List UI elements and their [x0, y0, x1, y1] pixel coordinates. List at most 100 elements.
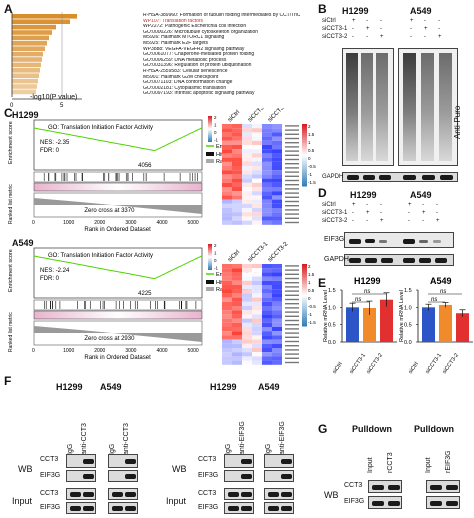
- heatmap-cell: [222, 314, 232, 319]
- heatmap-cell: [272, 124, 282, 129]
- scale-tick: 1: [214, 251, 217, 256]
- gene-label: [285, 286, 299, 288]
- e-chart-title: A549: [430, 276, 452, 286]
- f-right-in-cct3: CCT3: [198, 490, 217, 497]
- gene-label: [285, 361, 299, 364]
- enrichment-bar: [12, 57, 42, 62]
- heatmap-cell: [272, 182, 282, 187]
- gene-label: [285, 349, 299, 351]
- enrichment-bar: [12, 41, 47, 46]
- heatmap-cell: [242, 264, 252, 269]
- f-blot-r3: [224, 470, 254, 482]
- g-eif3g: EIF3G: [344, 498, 365, 505]
- f-blot-r5: [224, 488, 254, 500]
- enrichment-bar: [12, 62, 41, 68]
- g-col-input-2: Input: [425, 457, 432, 473]
- heatmap-cell: [262, 285, 272, 290]
- heatmap-cell: [272, 149, 282, 154]
- x-tick: 2000: [94, 220, 105, 226]
- gene-label: [285, 137, 299, 140]
- legend-swatch: [206, 287, 214, 291]
- heatmap-cell: [222, 280, 232, 285]
- panel-f: H1299 A549 H1299 A549 IgG anti-CCT3 IgG …: [0, 374, 318, 518]
- anti-puro-blot-a549: [398, 48, 458, 166]
- f-left-wb: WB: [18, 464, 33, 474]
- e-bar: [439, 304, 452, 342]
- gene-label: [285, 357, 299, 359]
- heatmap-cell: [222, 132, 232, 137]
- gene-label: [285, 265, 299, 267]
- heatmap-cell: [242, 132, 252, 137]
- heatmap-cell: [272, 199, 282, 204]
- heatmap-cell: [242, 276, 252, 281]
- heatmap-cell: [262, 191, 272, 196]
- heatmap-cell: [272, 166, 282, 171]
- heatmap-cell: [222, 187, 232, 192]
- gene-label: [285, 150, 299, 152]
- heatmap-cell: [232, 322, 242, 327]
- heatmap-cell: [262, 314, 272, 319]
- go-title: GO: Translation Initiation Factor Activi…: [48, 253, 153, 259]
- heat-scale-tick: 2: [308, 264, 311, 269]
- treatment-sign: -: [380, 210, 382, 216]
- g-col-input-1: Input: [367, 457, 374, 473]
- heatmap-cell: [262, 220, 272, 225]
- treatment-sign: -: [436, 202, 438, 208]
- row-label: siCCT3-2: [322, 34, 348, 40]
- heatmap-cell: [272, 289, 282, 294]
- e-y-label: Relative mRNA Level: [323, 290, 329, 342]
- f-blot-l7: [66, 502, 96, 514]
- heatmap-cell: [222, 161, 232, 166]
- heatmap-cell: [242, 145, 252, 150]
- peak-label: 4225: [138, 291, 152, 297]
- treatment-sign: -: [422, 218, 424, 224]
- rank-axis-label: Ranked list metric: [8, 184, 14, 224]
- gene-label: [285, 188, 299, 190]
- nes-label: NES: -2.35: [40, 140, 70, 146]
- heatmap-cell: [222, 208, 232, 213]
- term-label: GO:0031396: Regulation of protein ubiqui…: [143, 63, 252, 69]
- heatmap-cell: [242, 335, 252, 340]
- f-left-in-cct3: CCT3: [40, 490, 59, 497]
- panel-g: Pulldown Pulldown Input rCCT3 Input rEIF…: [322, 422, 474, 518]
- heatmap-cell: [242, 170, 252, 175]
- treatment-sign: -: [352, 34, 354, 40]
- heatmap-cell: [222, 306, 232, 311]
- f-left-cct3: CCT3: [40, 456, 59, 463]
- heatmap-cell: [242, 212, 252, 217]
- gsea-plots: GO: Translation Initiation Factor Activi…: [8, 101, 316, 365]
- heatmap-cell: [242, 191, 252, 196]
- heatmap-cell: [242, 268, 252, 273]
- e-bar: [380, 299, 393, 342]
- heatmap-cell: [222, 157, 232, 162]
- heatmap-cell: [272, 360, 282, 365]
- e-y-tick: 1.0: [404, 305, 412, 311]
- gene-label: [285, 142, 299, 144]
- gene-label: [285, 277, 299, 280]
- heatmap-cell: [222, 216, 232, 221]
- f-blot-r1: [224, 454, 254, 468]
- heatmap-cell: [232, 157, 242, 162]
- rank-axis-label: Ranked list metric: [8, 312, 14, 352]
- heatmap-cell: [222, 268, 232, 273]
- heatmap-cell: [252, 212, 262, 217]
- gene-label: [285, 340, 299, 343]
- term-label: M5901: Hallmark G2M checkpoint: [143, 74, 219, 80]
- heatmap-cell: [222, 276, 232, 281]
- treatment-sign: -: [408, 218, 410, 224]
- gene-label: [285, 163, 299, 165]
- zero-cross-label: Zero cross at 2930: [84, 336, 135, 342]
- heatmap-cell: [262, 149, 272, 154]
- heatmap-cell: [222, 174, 232, 179]
- heatmap-cell: [222, 322, 232, 327]
- heatmap-cell: [262, 128, 272, 133]
- f-blot-l3: [66, 470, 96, 482]
- heatmap-cell: [272, 268, 282, 273]
- treatment-sign: -: [352, 218, 354, 224]
- heatmap-cell: [232, 182, 242, 187]
- treatment-sign: -: [380, 202, 382, 208]
- scale-tick: 2: [214, 243, 217, 248]
- panel-label-d: D: [318, 186, 327, 200]
- heatmap-cell: [252, 191, 262, 196]
- gene-label: [285, 179, 299, 182]
